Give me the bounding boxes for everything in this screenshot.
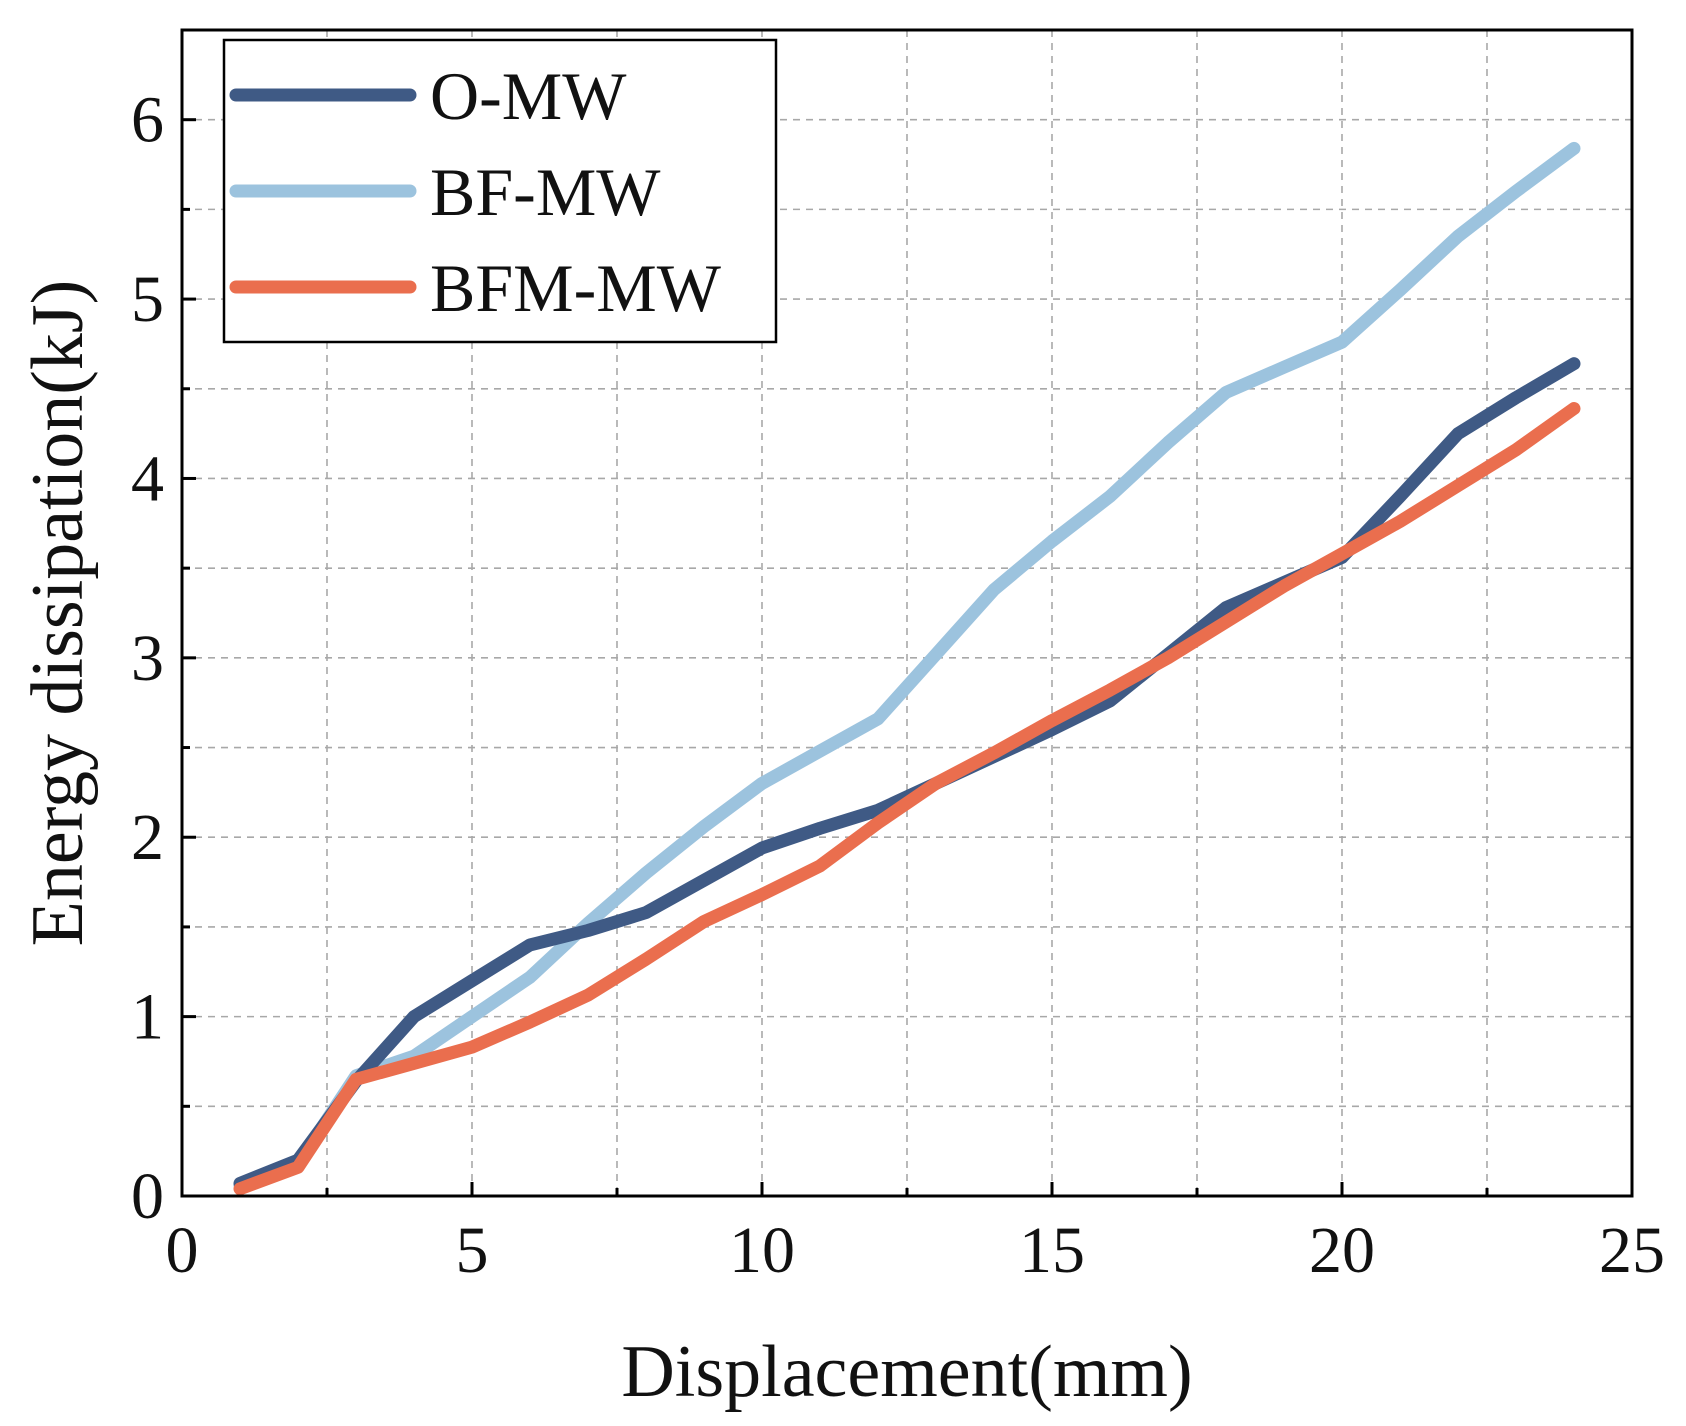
legend-item-bf-mw: BF-MW (229, 154, 661, 230)
y-tick-label: 5 (131, 263, 164, 336)
y-tick-label: 3 (131, 622, 164, 695)
x-tick-label: 25 (1599, 1214, 1665, 1287)
y-tick-labels: 0 1 2 3 4 5 6 (131, 84, 164, 1233)
series-lines (233, 141, 1581, 1196)
y-tick-label: 4 (131, 442, 164, 515)
legend-label: BF-MW (430, 154, 661, 230)
legend-item-o-mw: O-MW (229, 58, 627, 134)
x-tick-label: 20 (1309, 1214, 1375, 1287)
series-line-bf-mw (233, 141, 1581, 1192)
legend: O-MW BF-MW BFM-MW (222, 38, 778, 344)
series-line-bfm-mw (233, 402, 1581, 1196)
y-tick-label: 2 (131, 801, 164, 874)
x-tick-label: 10 (729, 1214, 795, 1287)
axis-ticks (182, 118, 1489, 1196)
y-axis-title: Energy dissipation(kJ) (17, 280, 99, 947)
legend-label: O-MW (430, 58, 627, 134)
x-tick-label: 0 (166, 1214, 199, 1287)
legend-label: BFM-MW (430, 250, 722, 326)
legend-item-bfm-mw: BFM-MW (229, 250, 722, 326)
x-tick-labels: 0 5 10 15 20 25 (166, 1214, 1666, 1287)
y-tick-label: 6 (131, 84, 164, 157)
x-axis-title: Displacement(mm) (621, 1331, 1192, 1413)
x-tick-label: 15 (1019, 1214, 1085, 1287)
y-tick-label: 0 (131, 1160, 164, 1233)
x-tick-label: 5 (456, 1214, 489, 1287)
y-tick-label: 1 (131, 981, 164, 1054)
